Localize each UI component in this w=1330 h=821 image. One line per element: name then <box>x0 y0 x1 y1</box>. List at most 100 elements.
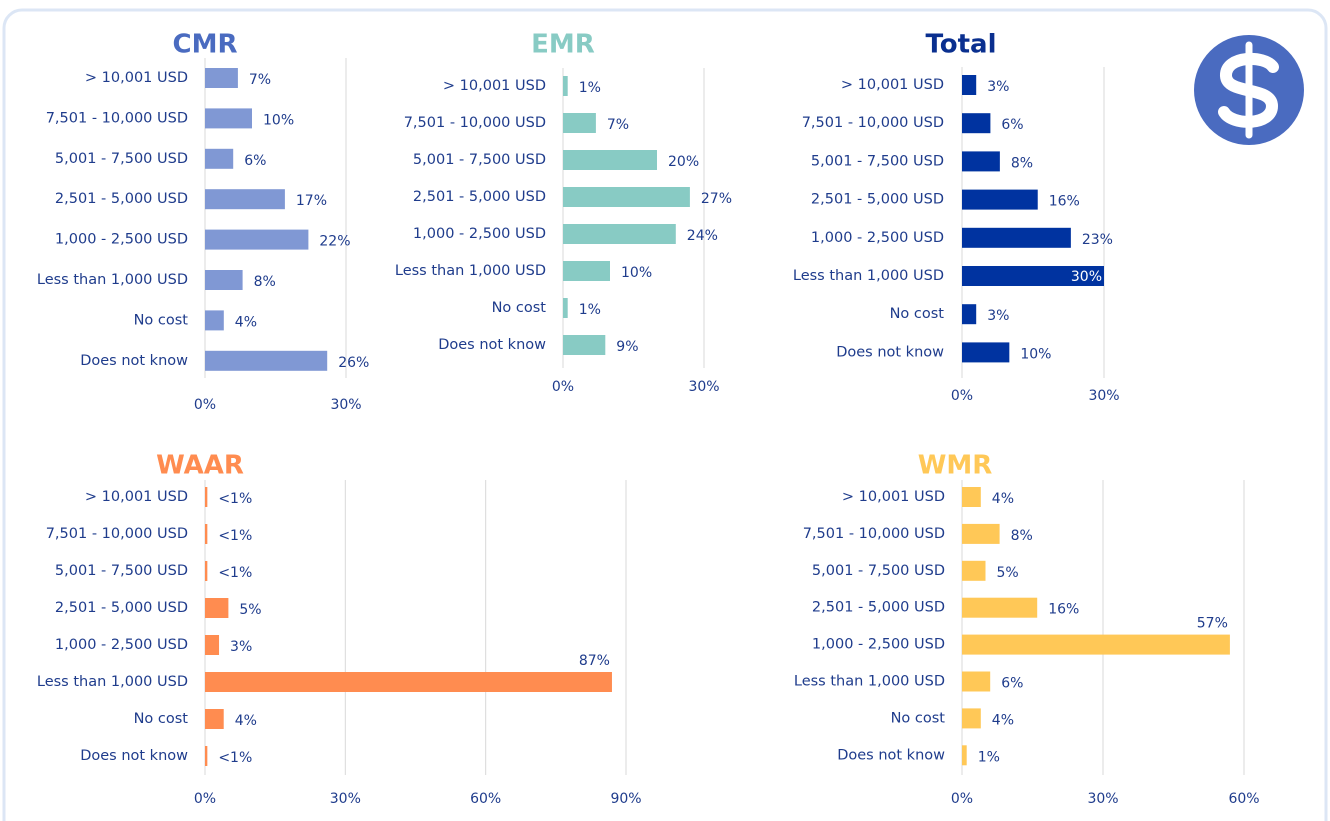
value-label: 30% <box>1071 269 1102 285</box>
value-label: 6% <box>244 153 266 169</box>
bar <box>962 597 1038 618</box>
value-label: <1% <box>218 565 252 581</box>
x-tick-label: 30% <box>330 397 361 413</box>
category-label: Does not know <box>80 353 188 369</box>
value-label: 8% <box>254 274 276 290</box>
value-label: 5% <box>997 565 1019 581</box>
value-label: 4% <box>992 712 1014 728</box>
x-tick-label: 0% <box>194 397 216 413</box>
category-label: > 10,001 USD <box>842 489 945 505</box>
x-tick-label: 90% <box>610 791 641 807</box>
x-tick-label: 30% <box>1088 388 1119 404</box>
value-label: <1% <box>218 491 252 507</box>
category-label: 5,001 - 7,500 USD <box>413 152 546 168</box>
bar <box>563 335 606 355</box>
bar <box>962 227 1071 248</box>
bar <box>563 224 676 244</box>
value-label: 20% <box>668 154 699 170</box>
value-label: 10% <box>621 265 652 281</box>
value-label: 3% <box>987 79 1009 95</box>
bar <box>962 560 986 581</box>
bar <box>962 523 1000 544</box>
value-label: 22% <box>319 234 350 250</box>
value-label: 4% <box>235 713 257 729</box>
category-label: 7,501 - 10,000 USD <box>46 110 188 126</box>
category-label: 2,501 - 5,000 USD <box>413 189 546 205</box>
value-label: 23% <box>1082 232 1113 248</box>
value-label: 4% <box>235 314 257 330</box>
x-tick-label: 0% <box>194 791 216 807</box>
value-label: 9% <box>616 339 638 355</box>
value-label: 16% <box>1048 602 1079 618</box>
bar <box>962 671 991 692</box>
value-label: 87% <box>579 653 610 669</box>
x-tick-label: 30% <box>1087 791 1118 807</box>
category-label: Less than 1,000 USD <box>37 272 188 288</box>
bar <box>205 635 220 655</box>
category-label: > 10,001 USD <box>841 77 944 93</box>
category-label: > 10,001 USD <box>85 70 188 86</box>
bar <box>205 487 208 507</box>
bar <box>962 75 977 95</box>
category-label: 5,001 - 7,500 USD <box>55 151 188 167</box>
value-label: 5% <box>239 602 261 618</box>
value-label: 6% <box>1001 117 1023 133</box>
bar <box>205 524 208 544</box>
value-label: 24% <box>687 228 718 244</box>
category-label: No cost <box>891 710 946 726</box>
bar <box>962 634 1230 655</box>
value-label: 8% <box>1011 155 1033 171</box>
category-label: Less than 1,000 USD <box>793 268 944 284</box>
bar <box>205 746 208 766</box>
bar <box>205 229 309 250</box>
bar <box>962 487 981 507</box>
value-label: 26% <box>338 355 369 371</box>
value-label: 17% <box>296 193 327 209</box>
value-label: 6% <box>1001 676 1023 692</box>
category-label: 7,501 - 10,000 USD <box>802 115 944 131</box>
value-label: 3% <box>987 308 1009 324</box>
category-label: 2,501 - 5,000 USD <box>55 600 188 616</box>
chart-title: CMR <box>173 30 238 60</box>
category-label: 5,001 - 7,500 USD <box>811 153 944 169</box>
chart-title: EMR <box>531 30 595 60</box>
bar <box>563 261 610 281</box>
bar <box>962 745 967 766</box>
value-label: <1% <box>218 750 252 766</box>
bar <box>205 709 224 729</box>
chart-title: WAAR <box>156 451 244 481</box>
category-label: 2,501 - 5,000 USD <box>811 192 944 208</box>
category-label: Does not know <box>837 747 945 763</box>
bar <box>962 151 1000 172</box>
chart-title: WMR <box>918 451 993 481</box>
panel <box>2 8 1328 821</box>
value-label: 1% <box>978 749 1000 765</box>
category-label: Less than 1,000 USD <box>37 674 188 690</box>
category-label: > 10,001 USD <box>443 78 546 94</box>
bar <box>962 342 1010 363</box>
x-tick-label: 0% <box>552 379 574 395</box>
x-tick-label: 60% <box>1228 791 1259 807</box>
category-label: Does not know <box>836 344 944 360</box>
bar <box>962 708 981 729</box>
dollar-icon <box>1194 35 1304 145</box>
category-label: 1,000 - 2,500 USD <box>55 232 188 248</box>
bar <box>962 113 991 134</box>
category-label: 2,501 - 5,000 USD <box>812 600 945 616</box>
value-label: 57% <box>1197 616 1228 632</box>
bar <box>205 68 238 88</box>
category-label: > 10,001 USD <box>85 489 188 505</box>
value-label: 10% <box>263 112 294 128</box>
chart-title: Total <box>925 30 996 60</box>
category-label: 1,000 - 2,500 USD <box>55 637 188 653</box>
bar <box>563 113 596 133</box>
category-label: No cost <box>492 300 547 316</box>
bar <box>205 561 208 581</box>
category-label: Does not know <box>438 337 546 353</box>
value-label: 7% <box>249 72 271 88</box>
value-label: 8% <box>1011 528 1033 544</box>
bar <box>563 76 568 96</box>
bar <box>205 350 328 371</box>
bar <box>563 150 657 170</box>
